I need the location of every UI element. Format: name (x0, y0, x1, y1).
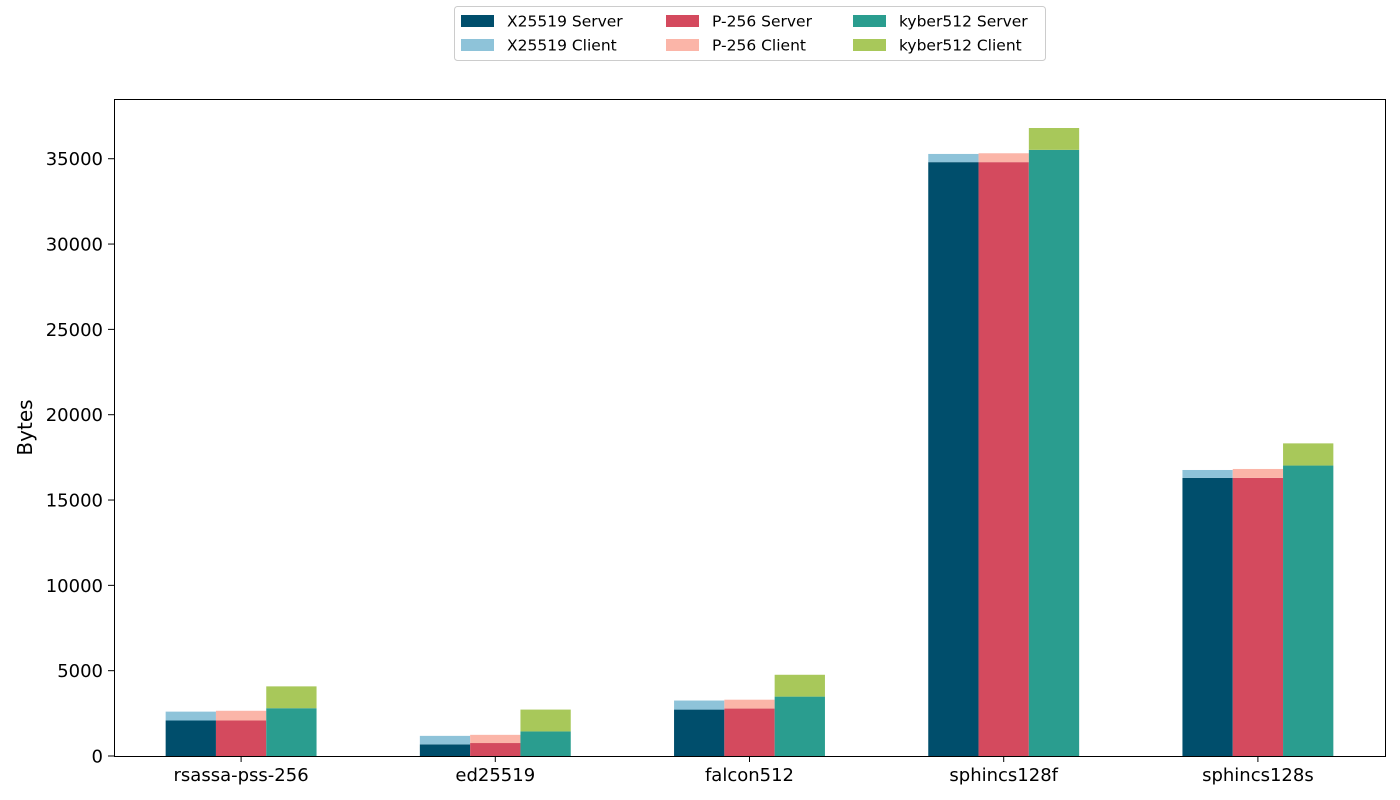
bar-kyber512-server-ed25519 (520, 731, 571, 756)
bar-p-256-server-sphincs128s (1232, 477, 1284, 756)
bar-kyber512-client-rsassa-pss-256 (266, 686, 317, 709)
legend-swatch (853, 39, 886, 51)
y-tick-label: 15000 (46, 491, 103, 512)
y-tick-label: 30000 (46, 235, 103, 256)
bar-x25519-client-falcon512 (674, 700, 725, 710)
bar-p-256-client-rsassa-pss-256 (215, 710, 267, 721)
bar-kyber512-client-sphincs128s (1283, 443, 1334, 466)
legend: X25519 Server X25519 Client P-256 Server P-… (454, 6, 1046, 61)
bar-x25519-client-ed25519 (419, 735, 471, 745)
bar-p-256-server-sphincs128f (978, 162, 1029, 756)
bar-p-256-server-rsassa-pss-256 (215, 720, 267, 756)
legend-swatch (666, 39, 699, 51)
bar-p-256-client-sphincs128f (978, 153, 1029, 163)
bar-p-256-client-ed25519 (470, 734, 521, 744)
y-axis: 0 5000 10000 15000 20000 25000 30000 35000 (46, 149, 114, 768)
bar-x25519-server-rsassa-pss-256 (165, 720, 216, 756)
bar-x25519-client-sphincs128f (928, 153, 979, 163)
x-tick-label: sphincs128s (1202, 765, 1314, 786)
legend-label: X25519 Server (507, 13, 623, 31)
x-axis: rsassa-pss-256 ed25519 falcon512 sphincs128… (174, 756, 1314, 786)
y-tick-label: 35000 (46, 149, 103, 170)
bar-p-256-client-sphincs128s (1232, 468, 1284, 478)
legend-swatch (461, 39, 494, 51)
x-tick-label: falcon512 (705, 765, 794, 786)
bar-kyber512-server-falcon512 (774, 696, 825, 756)
y-axis-title: Bytes (13, 399, 37, 455)
bar-kyber512-client-falcon512 (774, 674, 825, 697)
bar-x25519-client-sphincs128s (1182, 469, 1233, 478)
y-tick-label: 25000 (46, 320, 103, 341)
x-tick-label: ed25519 (455, 765, 535, 786)
legend-label: P-256 Client (712, 37, 806, 55)
y-tick-label: 20000 (46, 405, 103, 426)
bar-x25519-client-rsassa-pss-256 (165, 711, 216, 721)
y-tick-label: 5000 (57, 661, 103, 682)
bar-x25519-server-sphincs128f (928, 162, 979, 756)
bar-p-256-client-falcon512 (724, 699, 775, 709)
legend-swatch (461, 15, 494, 27)
y-tick-label: 10000 (46, 576, 103, 597)
bar-kyber512-client-ed25519 (520, 709, 571, 732)
bar-x25519-server-falcon512 (674, 709, 725, 756)
legend-swatch (853, 15, 886, 27)
legend-label: X25519 Client (507, 37, 617, 55)
bars (165, 128, 1334, 756)
bar-x25519-server-sphincs128s (1182, 477, 1233, 756)
legend-label: kyber512 Server (899, 13, 1028, 31)
legend-label: P-256 Server (712, 13, 813, 31)
bar-kyber512-server-sphincs128f (1028, 149, 1080, 756)
bar-p-256-server-ed25519 (470, 743, 521, 756)
bar-kyber512-server-rsassa-pss-256 (266, 708, 317, 756)
legend-swatch (666, 15, 699, 27)
x-tick-label: sphincs128f (949, 765, 1058, 786)
bar-kyber512-server-sphincs128s (1283, 465, 1334, 756)
x-tick-label: rsassa-pss-256 (174, 765, 309, 786)
bar-x25519-server-ed25519 (419, 744, 471, 756)
bar-p-256-server-falcon512 (724, 708, 775, 756)
y-tick-label: 0 (92, 747, 103, 768)
legend-box (454, 6, 1046, 61)
bar-kyber512-client-sphincs128f (1028, 128, 1080, 150)
legend-label: kyber512 Client (899, 37, 1022, 55)
